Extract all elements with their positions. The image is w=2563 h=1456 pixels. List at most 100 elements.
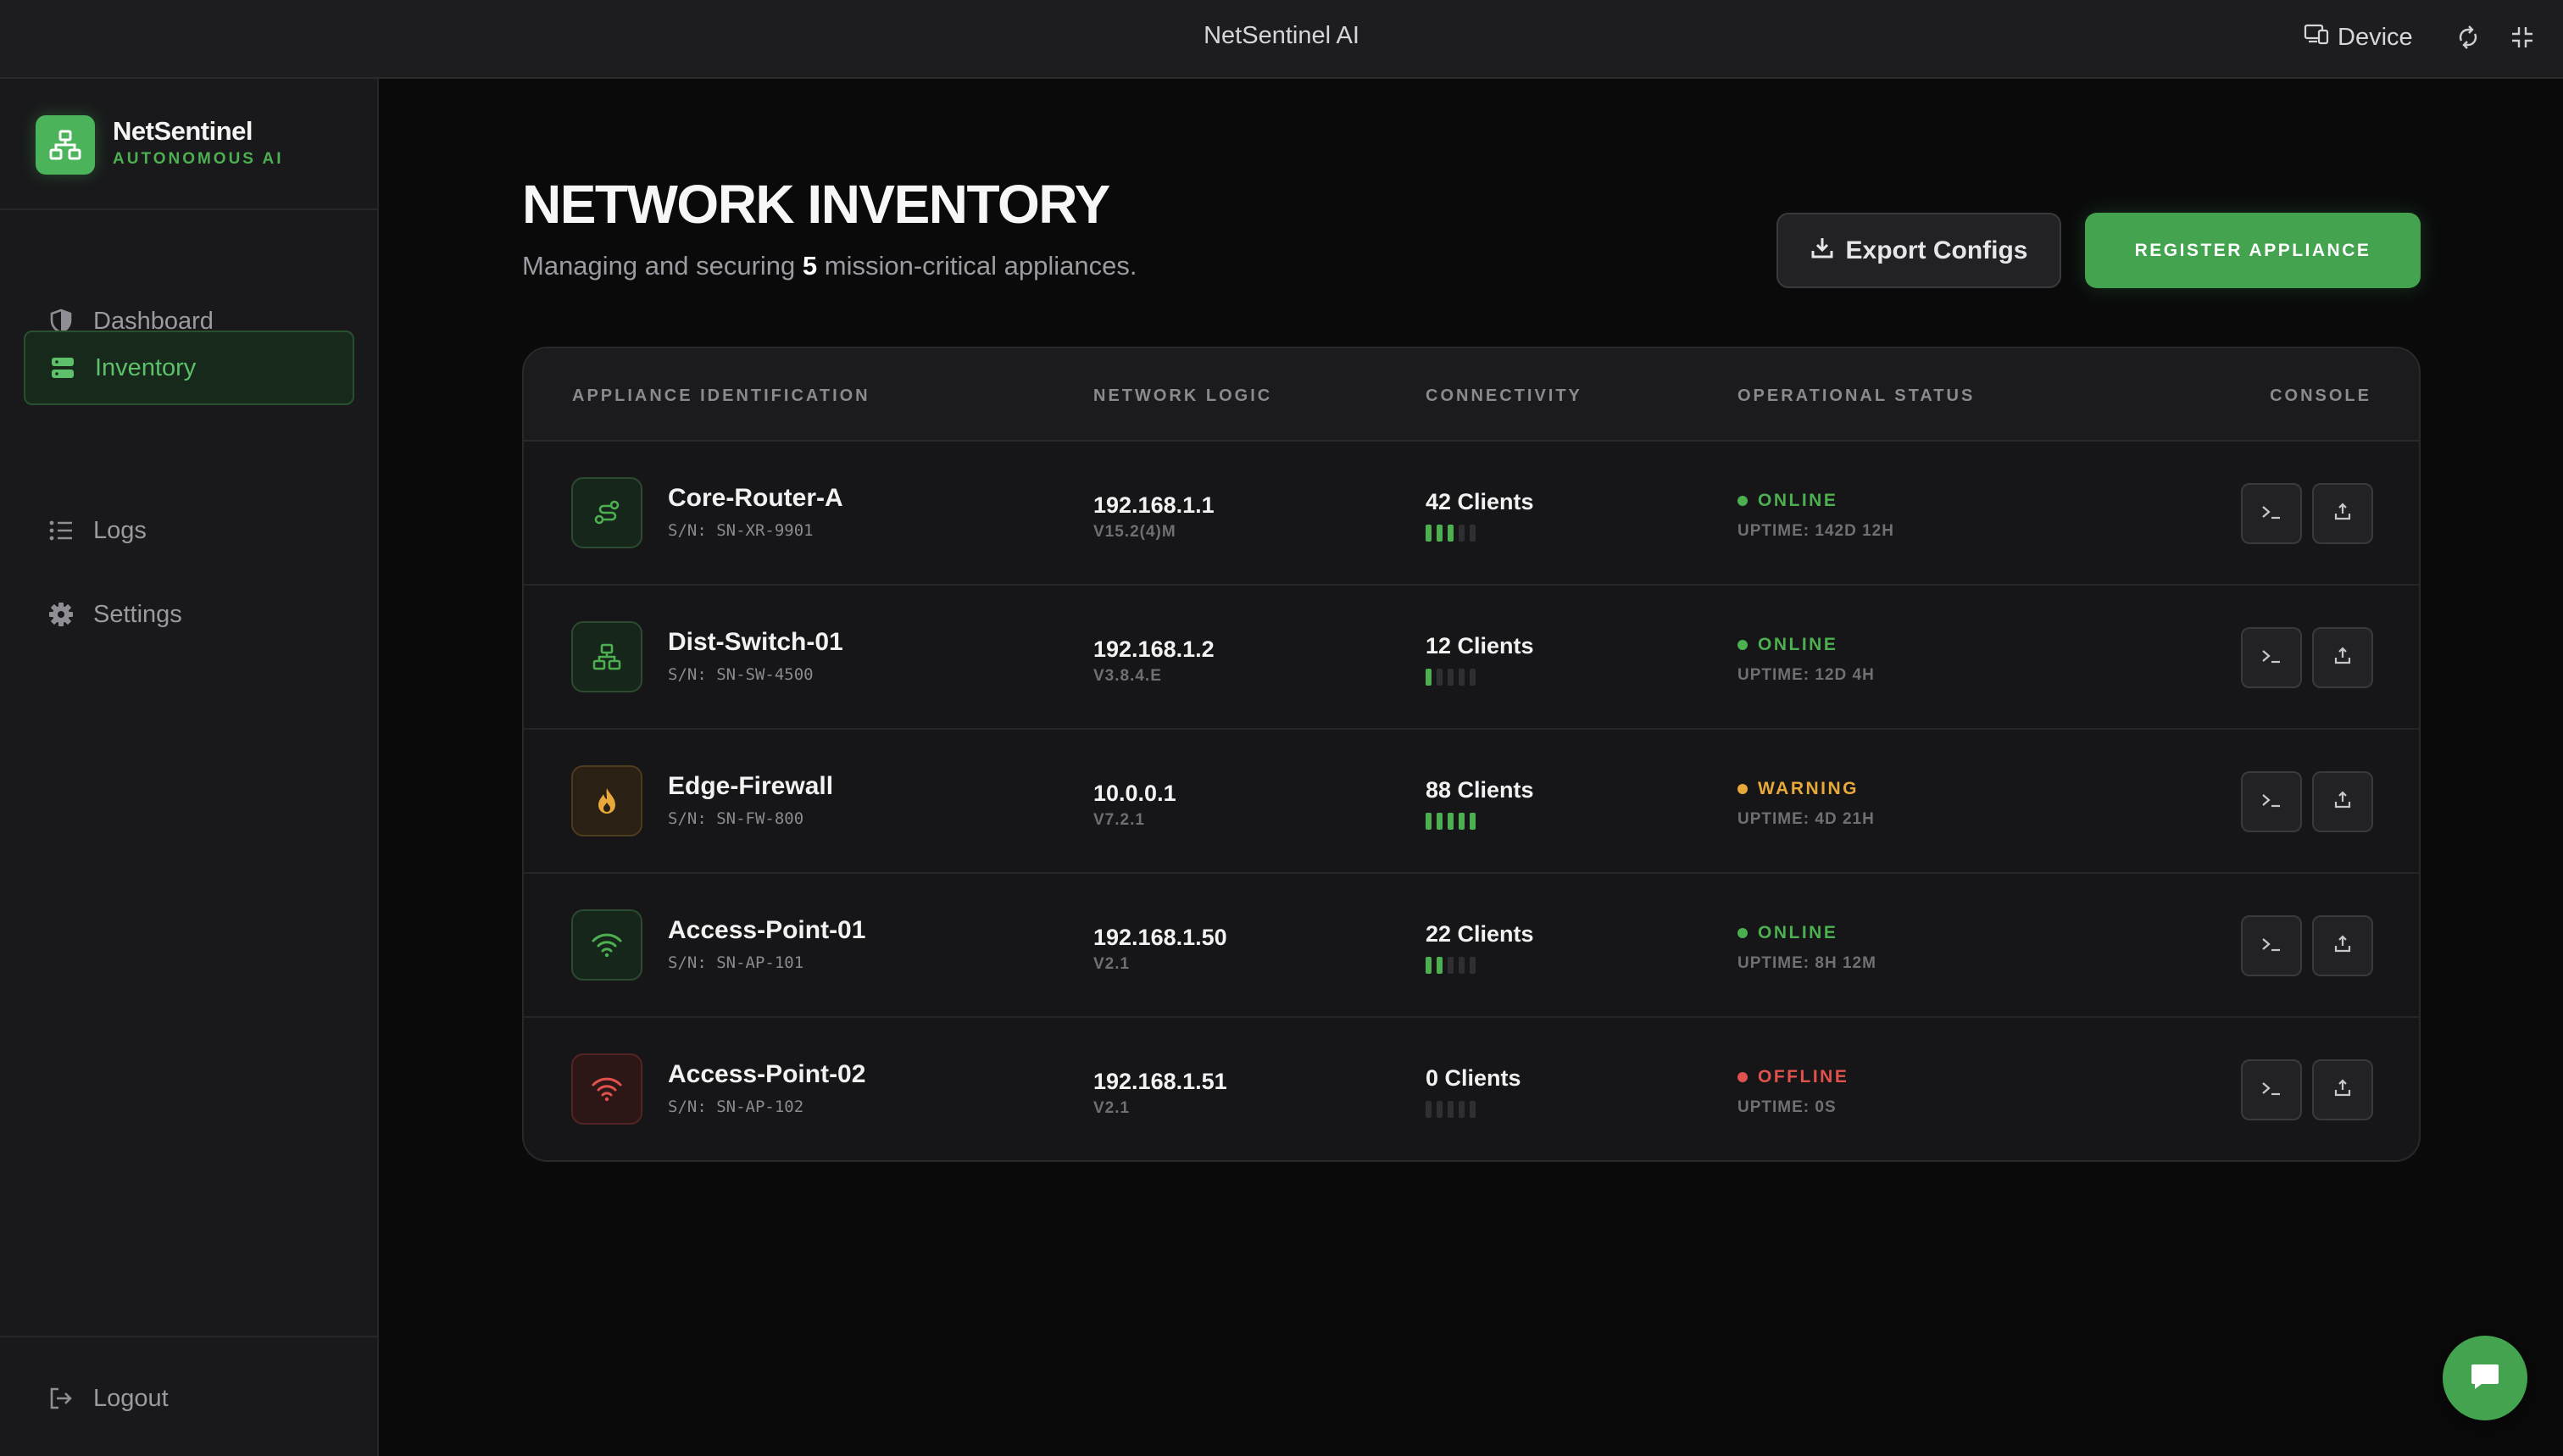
- device-name: Access-Point-02: [668, 1060, 866, 1088]
- router-icon: [571, 477, 642, 548]
- ip-address: 192.168.1.50: [1093, 925, 1227, 950]
- terminal-button[interactable]: [2241, 627, 2302, 688]
- upload-icon: [2332, 646, 2353, 670]
- upload-firmware-button[interactable]: [2312, 1059, 2373, 1120]
- terminal-icon: [2260, 935, 2282, 958]
- table-row: Core-Router-A S/N: SN-XR-9901 192.168.1.…: [524, 442, 2419, 586]
- status-badge: WARNING: [1737, 779, 1859, 799]
- uptime: UPTIME: 142D 12H: [1737, 522, 1894, 540]
- status-badge: ONLINE: [1737, 491, 1837, 511]
- firmware-version: V2.1: [1093, 1099, 1131, 1117]
- device-serial: S/N: SN-AP-102: [668, 1098, 804, 1116]
- device-button[interactable]: Device: [2304, 20, 2413, 54]
- terminal-icon: [2260, 1079, 2282, 1102]
- client-count: 42 Clients: [1426, 489, 1534, 514]
- uptime: UPTIME: 12D 4H: [1737, 666, 1875, 684]
- table-row: Access-Point-02 S/N: SN-AP-102 192.168.1…: [524, 1018, 2419, 1160]
- status-badge: OFFLINE: [1737, 1067, 1849, 1087]
- terminal-button[interactable]: [2241, 771, 2302, 832]
- device-serial: S/N: SN-SW-4500: [668, 665, 814, 684]
- uptime: UPTIME: 0S: [1737, 1098, 1837, 1116]
- upload-firmware-button[interactable]: [2312, 915, 2373, 976]
- uptime: UPTIME: 8H 12M: [1737, 954, 1876, 972]
- sidebar-item-logs[interactable]: Logs: [24, 493, 354, 568]
- table-row: Dist-Switch-01 S/N: SN-SW-4500 192.168.1…: [524, 586, 2419, 730]
- sidebar-item-label: Dashboard: [93, 307, 214, 335]
- terminal-button[interactable]: [2241, 915, 2302, 976]
- register-appliance-button[interactable]: REGISTER APPLIANCE: [2085, 213, 2421, 288]
- table-row: Access-Point-01 S/N: SN-AP-101 192.168.1…: [524, 874, 2419, 1018]
- device-serial: S/N: SN-FW-800: [668, 809, 804, 828]
- signal-bars: [1426, 1101, 1476, 1118]
- collapse-icon[interactable]: [2505, 20, 2539, 54]
- server-icon: [49, 354, 76, 381]
- device-serial: S/N: SN-XR-9901: [668, 521, 814, 540]
- client-count: 0 Clients: [1426, 1065, 1521, 1091]
- switch-icon: [571, 621, 642, 692]
- terminal-button[interactable]: [2241, 483, 2302, 544]
- chat-icon: [2468, 1359, 2502, 1398]
- upload-firmware-button[interactable]: [2312, 771, 2373, 832]
- wifi-icon: [571, 909, 642, 981]
- sidebar-item-dashboard[interactable]: Dashboard: [24, 284, 354, 358]
- terminal-button[interactable]: [2241, 1059, 2302, 1120]
- firmware-version: V7.2.1: [1093, 811, 1145, 829]
- download-icon: [1810, 236, 1834, 266]
- sidebar-item-label: Inventory: [95, 353, 197, 381]
- client-count: 22 Clients: [1426, 921, 1534, 947]
- page-title: NETWORK INVENTORY: [522, 174, 1110, 235]
- rotate-icon[interactable]: [2451, 20, 2485, 54]
- sidebar-item-label: Logs: [93, 516, 147, 544]
- sidebar-item-label: Settings: [93, 600, 182, 628]
- upload-icon: [2332, 1078, 2353, 1103]
- sidebar-item-settings[interactable]: Settings: [24, 577, 354, 652]
- inventory-table: APPLIANCE IDENTIFICATION NETWORK LOGIC C…: [522, 347, 2421, 1162]
- sidebar: NetSentinel AUTONOMOUS AI Dashboard Inve…: [0, 79, 379, 1456]
- top-bar: NetSentinel AI Device: [0, 0, 2563, 79]
- export-label: Export Configs: [1845, 236, 2028, 264]
- subtitle-suffix: mission-critical appliances.: [824, 251, 1137, 281]
- device-label: Device: [2338, 23, 2413, 51]
- appliance-count: 5: [802, 251, 818, 281]
- device-name: Access-Point-01: [668, 916, 866, 944]
- column-header: APPLIANCE IDENTIFICATION: [572, 386, 870, 405]
- firmware-version: V2.1: [1093, 955, 1131, 973]
- subtitle-prefix: Managing and securing: [522, 251, 796, 281]
- gear-icon: [47, 601, 75, 628]
- terminal-icon: [2260, 647, 2282, 670]
- column-header: CONSOLE: [2270, 386, 2371, 405]
- column-header: OPERATIONAL STATUS: [1737, 386, 1976, 405]
- signal-bars: [1426, 669, 1476, 686]
- logout-button[interactable]: Logout: [24, 1361, 354, 1436]
- ip-address: 192.168.1.2: [1093, 636, 1215, 662]
- upload-icon: [2332, 790, 2353, 814]
- device-name: Core-Router-A: [668, 484, 843, 512]
- client-count: 12 Clients: [1426, 633, 1534, 659]
- client-count: 88 Clients: [1426, 777, 1534, 803]
- app-title: NetSentinel AI: [1204, 22, 1359, 49]
- brand-name: NetSentinel: [113, 116, 253, 146]
- chat-button[interactable]: [2443, 1336, 2527, 1420]
- firmware-version: V3.8.4.E: [1093, 667, 1162, 685]
- ip-address: 10.0.0.1: [1093, 781, 1176, 806]
- status-badge: ONLINE: [1737, 923, 1837, 943]
- uptime: UPTIME: 4D 21H: [1737, 810, 1875, 828]
- flame-icon: [571, 765, 642, 836]
- brand-tagline: AUTONOMOUS AI: [113, 150, 284, 168]
- table-row: Edge-Firewall S/N: SN-FW-800 10.0.0.1 V7…: [524, 730, 2419, 874]
- upload-firmware-button[interactable]: [2312, 483, 2373, 544]
- upload-icon: [2332, 502, 2353, 526]
- upload-firmware-button[interactable]: [2312, 627, 2373, 688]
- device-name: Edge-Firewall: [668, 772, 834, 800]
- device-name: Dist-Switch-01: [668, 628, 843, 656]
- page-subtitle: Managing and securing 5 mission-critical…: [522, 251, 1137, 281]
- sidebar-item-inventory[interactable]: Inventory: [24, 331, 354, 405]
- device-icon: [2304, 23, 2329, 52]
- signal-bars: [1426, 525, 1476, 542]
- status-badge: ONLINE: [1737, 635, 1837, 655]
- column-header: NETWORK LOGIC: [1093, 386, 1273, 405]
- export-configs-button[interactable]: Export Configs: [1776, 213, 2061, 288]
- ip-address: 192.168.1.1: [1093, 492, 1215, 518]
- signal-bars: [1426, 957, 1476, 974]
- logout-icon: [47, 1385, 75, 1412]
